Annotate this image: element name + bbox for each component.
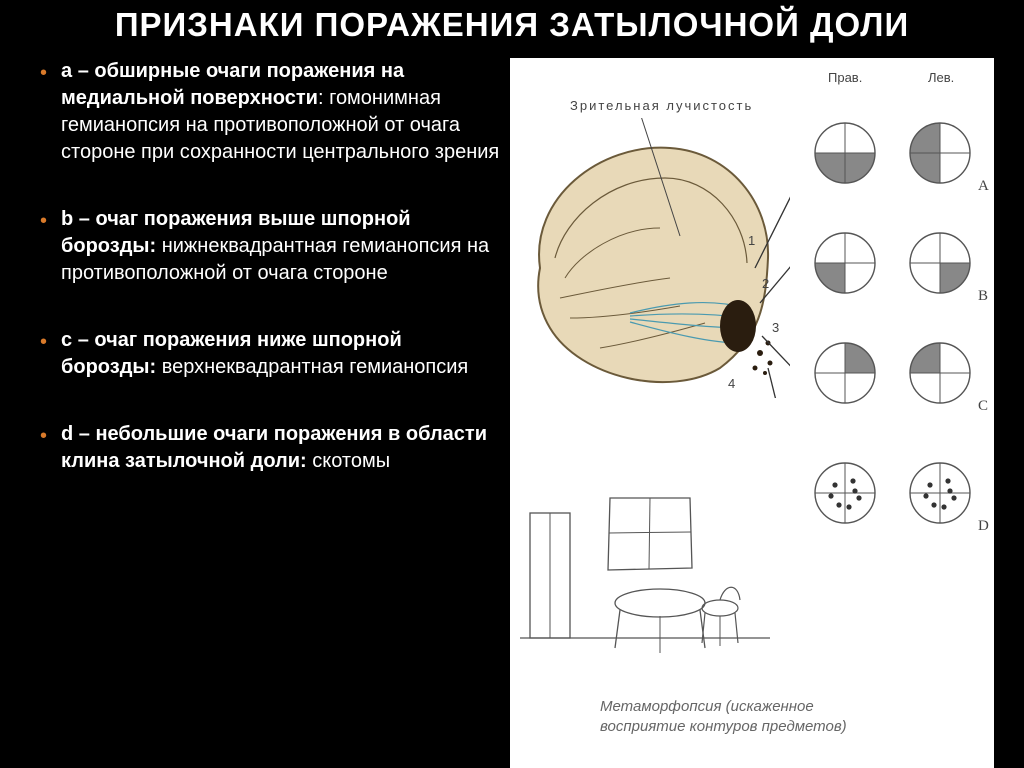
bullet-list: • а – обширные очаги поражения на медиал… xyxy=(0,58,510,768)
bullet-rest: скотомы xyxy=(307,450,390,472)
header-right: Прав. xyxy=(828,70,862,85)
brain-sketch-icon xyxy=(510,118,790,398)
brain-label: Зрительная лучистость xyxy=(570,98,753,113)
list-item: • c – очаг поражения ниже шпорной борозд… xyxy=(40,327,500,381)
lesion-num-3: 3 xyxy=(772,320,779,335)
caption-1: Метаморфопсия (искаженное xyxy=(600,698,814,715)
row-label-a: A xyxy=(978,178,989,195)
list-item: • а – обширные очаги поражения на медиал… xyxy=(40,58,500,166)
header-left: Лев. xyxy=(928,70,954,85)
lesion-num-2: 2 xyxy=(762,276,769,291)
row-label-b: B xyxy=(978,288,988,305)
lesion-num-1: 1 xyxy=(748,233,755,248)
row-label-c: C xyxy=(978,398,988,415)
medical-diagram: Прав. Лев. Зрительная лучистость xyxy=(510,58,994,768)
visual-fields-chart xyxy=(800,88,1000,568)
bullet-icon: • xyxy=(40,60,47,166)
bullet-icon: • xyxy=(40,423,47,475)
bullet-lead: d – небольшие очаги поражения в области … xyxy=(61,423,487,472)
page-title: ПРИЗНАКИ ПОРАЖЕНИЯ ЗАТЫЛОЧНОЙ ДОЛИ xyxy=(0,0,1024,58)
bullet-icon: • xyxy=(40,329,47,381)
caption-2: восприятие контуров предметов) xyxy=(600,718,847,735)
list-item: • d – небольшие очаги поражения в област… xyxy=(40,421,500,475)
row-label-d: D xyxy=(978,518,989,535)
content-row: • а – обширные очаги поражения на медиал… xyxy=(0,58,1024,768)
bullet-icon: • xyxy=(40,208,47,287)
room-sketch-icon xyxy=(520,488,770,678)
bullet-rest: верхнеквадрантная гемианопсия xyxy=(156,356,468,378)
lesion-num-4: 4 xyxy=(728,376,735,391)
list-item: • b – очаг поражения выше шпорной борозд… xyxy=(40,206,500,287)
